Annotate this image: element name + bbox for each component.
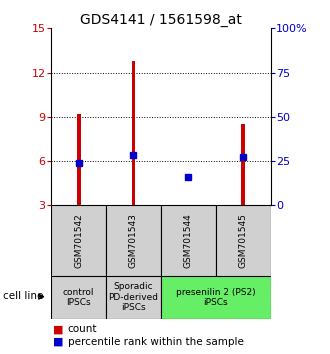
Text: ■: ■ bbox=[53, 324, 63, 334]
Text: GSM701543: GSM701543 bbox=[129, 213, 138, 268]
Bar bbox=[161, 276, 271, 319]
Bar bbox=[132, 61, 135, 205]
Text: cell line: cell line bbox=[3, 291, 44, 301]
Bar bbox=[77, 114, 81, 205]
Bar bbox=[106, 276, 161, 319]
Bar bbox=[241, 124, 245, 205]
Text: GSM701545: GSM701545 bbox=[239, 213, 248, 268]
Bar bbox=[51, 276, 106, 319]
Title: GDS4141 / 1561598_at: GDS4141 / 1561598_at bbox=[80, 13, 242, 27]
Bar bbox=[106, 205, 161, 276]
Bar bbox=[51, 205, 106, 276]
Text: ■: ■ bbox=[53, 337, 63, 347]
Text: GSM701542: GSM701542 bbox=[74, 213, 83, 268]
Text: Sporadic
PD-derived
iPSCs: Sporadic PD-derived iPSCs bbox=[109, 282, 158, 312]
Bar bbox=[216, 205, 271, 276]
Text: control
IPSCs: control IPSCs bbox=[63, 288, 94, 307]
Text: GSM701544: GSM701544 bbox=[184, 213, 193, 268]
Text: percentile rank within the sample: percentile rank within the sample bbox=[68, 337, 244, 347]
Text: presenilin 2 (PS2)
iPSCs: presenilin 2 (PS2) iPSCs bbox=[176, 288, 255, 307]
Bar bbox=[161, 205, 216, 276]
Text: count: count bbox=[68, 324, 97, 334]
